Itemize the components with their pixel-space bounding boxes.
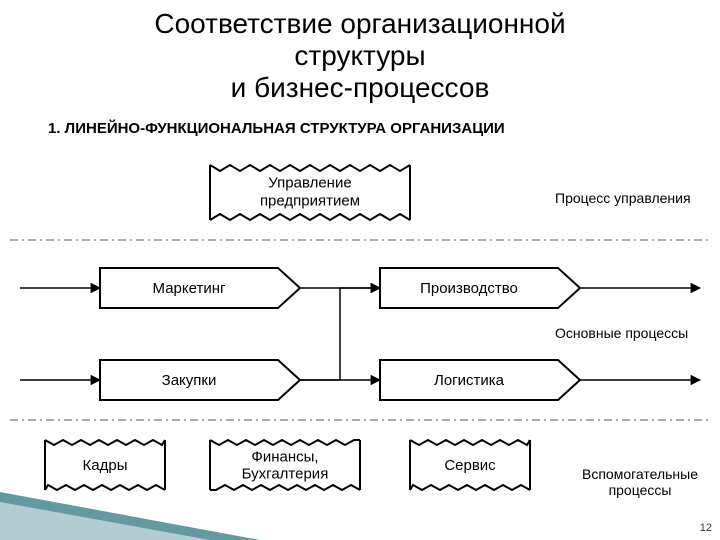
svg-text:предприятием: предприятием xyxy=(260,192,360,209)
svg-text:Управление: Управление xyxy=(268,174,351,191)
svg-text:Логистика: Логистика xyxy=(434,372,505,389)
svg-text:Бухгалтерия: Бухгалтерия xyxy=(242,465,329,482)
svg-text:Кадры: Кадры xyxy=(83,457,128,474)
label-management: Процесс управления xyxy=(555,190,715,206)
svg-text:Производство: Производство xyxy=(420,280,518,297)
svg-text:Сервис: Сервис xyxy=(444,457,496,474)
label-core: Основные процессы xyxy=(555,325,715,341)
label-support: Вспомогательные процессы xyxy=(560,450,720,498)
svg-text:Финансы,: Финансы, xyxy=(251,448,318,465)
svg-text:Маркетинг: Маркетинг xyxy=(153,280,226,297)
accent-triangle-overlay xyxy=(0,502,210,540)
page-number: 12 xyxy=(700,522,712,534)
svg-text:Закупки: Закупки xyxy=(162,372,217,389)
